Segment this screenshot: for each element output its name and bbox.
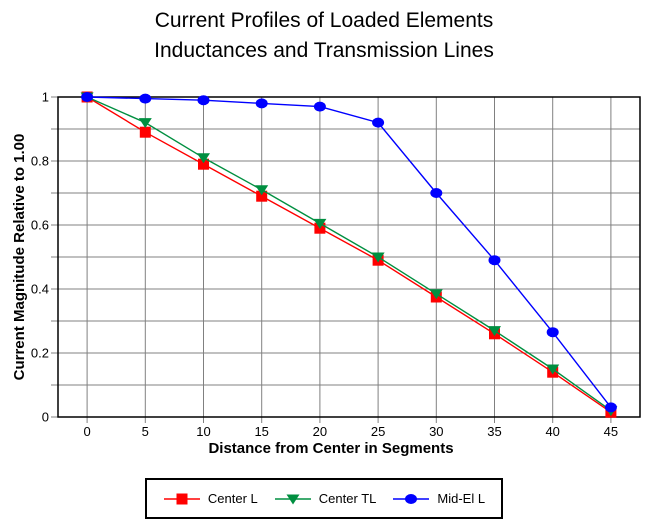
square-marker-icon [163, 493, 200, 504]
legend: Center L Center TL Mid-El L [144, 478, 504, 519]
data-point [81, 92, 94, 102]
chart-title: Current Profiles of Loaded Elements Indu… [0, 0, 648, 85]
series-line [87, 96, 612, 408]
data-point [429, 289, 443, 300]
chart-canvas: Current Magnitude Relative to 1.00 Dista… [11, 90, 641, 457]
chart-title-line2: Inductances and Transmission Lines [154, 39, 494, 62]
x-tick-label: 0 [83, 424, 90, 439]
y-tick-label: 1 [42, 90, 49, 105]
data-point [198, 158, 209, 170]
legend-entry-mid-el-l: Mid-El L [392, 491, 485, 506]
legend-entry-center-tl: Center TL [274, 491, 377, 506]
x-tick-label: 25 [371, 424, 385, 439]
x-tick-label: 40 [545, 424, 559, 439]
legend-marker [176, 493, 188, 504]
legend-label-center-tl: Center TL [318, 491, 377, 506]
y-tick-label: 0.2 [31, 346, 49, 361]
legend-marker [286, 494, 300, 504]
data-point [139, 126, 151, 138]
series-line [86, 96, 612, 412]
chart-title-line1: Current Profiles of Loaded Elements [154, 9, 494, 32]
data-point [604, 402, 617, 413]
plot-border [57, 96, 641, 418]
triangle-down-marker-icon [274, 494, 311, 504]
data-point [197, 153, 210, 164]
data-point [313, 218, 327, 229]
legend-row: Center L Center TL Mid-El L [0, 478, 648, 519]
data-point [256, 190, 268, 202]
data-point [371, 252, 385, 263]
data-point [430, 188, 443, 198]
legend-entry-center-l: Center L [163, 491, 258, 506]
data-point [546, 327, 559, 338]
legend-label-center-l: Center L [207, 491, 258, 506]
circle-marker-icon [393, 493, 430, 504]
data-point [546, 364, 560, 375]
x-tick-label: 20 [313, 424, 327, 439]
x-tick-label: 10 [196, 424, 210, 439]
x-axis-label: Distance from Center in Segments [208, 440, 453, 457]
data-point [139, 93, 152, 104]
data-point [313, 101, 326, 112]
y-tick-label: 0 [42, 410, 49, 425]
data-point [197, 95, 210, 106]
x-tick-label: 45 [604, 424, 618, 439]
x-tick-label: 5 [142, 424, 149, 439]
data-point [255, 185, 269, 196]
y-tick-label: 0.8 [31, 154, 49, 169]
y-axis-label: Current Magnitude Relative to 1.00 [11, 134, 28, 381]
data-point [255, 98, 268, 109]
x-tick-label: 35 [487, 424, 501, 439]
data-point [372, 117, 385, 128]
data-point [138, 118, 152, 129]
y-tick-label: 0.4 [31, 282, 49, 297]
data-point [488, 326, 501, 337]
series-line [86, 96, 612, 413]
y-tick-label: 0.6 [31, 218, 49, 233]
legend-marker [405, 493, 418, 504]
legend-label-mid-el-l: Mid-El L [437, 491, 486, 506]
x-tick-label: 30 [429, 424, 443, 439]
data-point [488, 255, 501, 266]
x-tick-label: 15 [254, 424, 268, 439]
